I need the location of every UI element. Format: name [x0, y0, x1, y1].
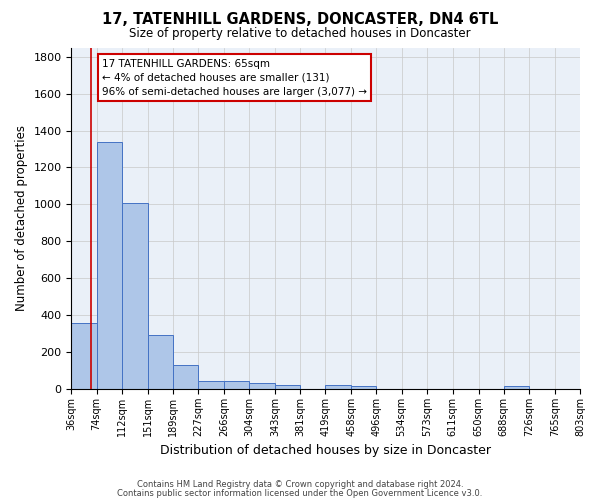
Bar: [173, 365, 198, 389]
Bar: [97, 142, 122, 389]
Bar: [249, 384, 275, 389]
Bar: [198, 380, 224, 389]
Bar: [275, 386, 300, 389]
Bar: [122, 202, 148, 389]
Text: Size of property relative to detached houses in Doncaster: Size of property relative to detached ho…: [129, 28, 471, 40]
Text: Contains HM Land Registry data © Crown copyright and database right 2024.: Contains HM Land Registry data © Crown c…: [137, 480, 463, 489]
Bar: [504, 386, 529, 389]
Bar: [224, 380, 249, 389]
Bar: [351, 386, 376, 389]
Text: 17 TATENHILL GARDENS: 65sqm
← 4% of detached houses are smaller (131)
96% of sem: 17 TATENHILL GARDENS: 65sqm ← 4% of deta…: [102, 58, 367, 96]
Text: Contains public sector information licensed under the Open Government Licence v3: Contains public sector information licen…: [118, 489, 482, 498]
Bar: [71, 322, 97, 389]
Y-axis label: Number of detached properties: Number of detached properties: [15, 126, 28, 312]
Bar: [325, 386, 351, 389]
Text: 17, TATENHILL GARDENS, DONCASTER, DN4 6TL: 17, TATENHILL GARDENS, DONCASTER, DN4 6T…: [102, 12, 498, 28]
X-axis label: Distribution of detached houses by size in Doncaster: Distribution of detached houses by size …: [160, 444, 491, 458]
Bar: [148, 336, 173, 389]
